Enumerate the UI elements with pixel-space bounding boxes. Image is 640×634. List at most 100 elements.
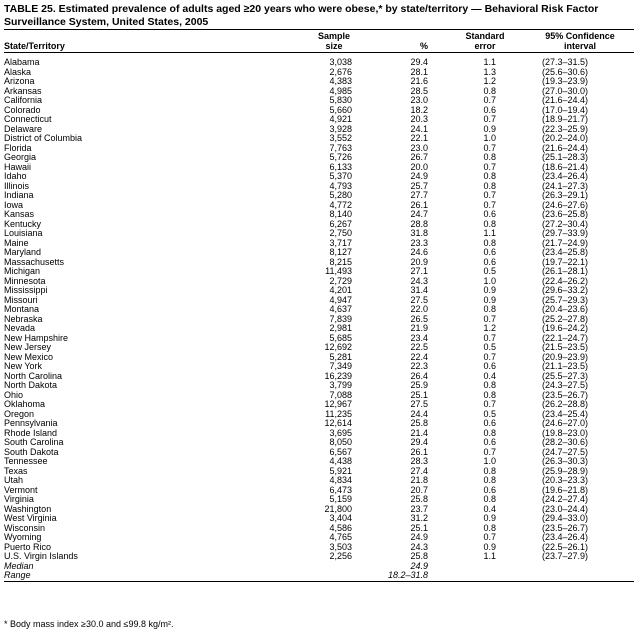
table-cell xyxy=(432,562,496,572)
table-cell: 0.5 xyxy=(483,408,496,419)
table-cell: Maryland xyxy=(4,247,42,257)
table-cell: 1.2 xyxy=(483,323,496,333)
table-cell: Nebraska xyxy=(4,313,43,324)
table-cell: Tennessee xyxy=(4,456,48,466)
table-cell: 1.1 xyxy=(483,228,496,238)
table-cell: (27.2–30.4) xyxy=(541,218,589,229)
table-cell: 0.8 xyxy=(483,152,496,162)
table-cell: Wisconsin xyxy=(4,522,46,533)
table-cell: 0.9 xyxy=(483,294,496,305)
column-header: State/Territory xyxy=(4,29,284,53)
table-cell: (25.6–30.6) xyxy=(541,66,589,77)
table-cell: (24.1–27.3) xyxy=(541,180,589,191)
table-cell: 0.8 xyxy=(483,171,496,181)
table-cell: 5,280 xyxy=(329,190,352,200)
table-cell: 5,370 xyxy=(329,171,352,181)
table-cell: Rhode Island xyxy=(4,427,58,438)
table-cell: 22.3 xyxy=(410,361,428,371)
table-cell: Virginia xyxy=(4,494,34,504)
table-row: North Dakota 3,799 25.9 0.8 (24.3–27.5) xyxy=(4,380,634,391)
table-cell: 27.7 xyxy=(410,190,428,200)
table-cell: (23.4–25.8) xyxy=(541,247,589,257)
table-cell: (25.9–28.9) xyxy=(541,465,589,476)
table-cell: 0.9 xyxy=(483,513,496,523)
table-cell: 1.2 xyxy=(483,76,496,86)
table-cell: Oklahoma xyxy=(4,399,46,409)
table-cell: (26.2–28.8) xyxy=(541,399,589,409)
table-cell: 26.5 xyxy=(410,313,428,324)
table-cell: (23.6–25.8) xyxy=(541,209,589,219)
table-cell: 25.7 xyxy=(410,180,428,191)
table-cell: Colorado xyxy=(4,104,41,115)
table-row: Nebraska 7,839 26.5 0.7 (25.2–27.8) xyxy=(4,313,634,325)
table-cell: (25.7–29.3) xyxy=(541,294,589,305)
table-cell: 0.6 xyxy=(483,418,496,428)
table-cell: Louisiana xyxy=(4,228,43,238)
table-row: Nevada 2,981 21.9 1.2 (19.6–24.2) xyxy=(4,323,634,334)
table-cell: 0.6 xyxy=(483,247,496,257)
table-cell: 0.8 xyxy=(483,465,496,476)
table-cell: 21.9 xyxy=(410,323,428,333)
table-cell: (29.7–33.9) xyxy=(541,228,589,238)
table-cell: Massachusetts xyxy=(4,256,65,267)
table-cell: (20.9–23.9) xyxy=(541,351,589,362)
table-cell: 29.4 xyxy=(410,57,428,67)
table-cell: (23.5–26.7) xyxy=(541,522,589,533)
table-row: Iowa 4,772 26.1 0.7 (24.6–27.6) xyxy=(4,199,634,211)
table-cell: 0.8 xyxy=(483,494,496,504)
table-cell: 4,438 xyxy=(329,456,352,466)
table-cell: 31.2 xyxy=(410,513,428,523)
table-cell: 0.8 xyxy=(483,380,496,390)
table-cell: 20.9 xyxy=(410,256,428,267)
table-row: Michigan 11,493 27.1 0.5 (26.1–28.1) xyxy=(4,266,634,277)
table-cell: 11,235 xyxy=(325,408,352,419)
table-cell: 5,726 xyxy=(329,152,352,162)
table-cell: 4,586 xyxy=(329,522,352,533)
table-cell: 23.3 xyxy=(410,237,428,248)
table-cell: (23.0–24.4) xyxy=(541,503,589,514)
table-cell: 0.8 xyxy=(483,522,496,533)
table-cell: North Dakota xyxy=(4,380,58,390)
table-cell: 0.8 xyxy=(483,85,496,96)
table-cell: 21,800 xyxy=(324,503,352,514)
table-row: Montana 4,637 22.0 0.8 (20.4–23.6) xyxy=(4,304,634,315)
table-cell: 3,928 xyxy=(329,123,352,134)
table-cell: 23.0 xyxy=(410,95,428,105)
table-cell: 25.1 xyxy=(410,389,428,400)
table-cell: 0.4 xyxy=(483,503,496,514)
table-cell: 0.8 xyxy=(483,180,496,191)
table-cell: (22.5–26.1) xyxy=(541,541,589,552)
table-cell: 0.9 xyxy=(483,541,496,552)
table-cell: Alaska xyxy=(4,66,32,77)
table-cell: (19.7–22.1) xyxy=(541,256,589,267)
table-cell: Alabama xyxy=(4,57,40,67)
header-text: State/Territory xyxy=(4,41,65,51)
table-cell: (24.6–27.6) xyxy=(541,199,589,210)
table-row: Pennsylvania 12,614 25.8 0.6 (24.6–27.0) xyxy=(4,418,634,429)
table-header: State/Territory Sample size % Standard e… xyxy=(4,29,634,53)
table-cell: 1.0 xyxy=(483,456,496,466)
table-cell: U.S. Virgin Islands xyxy=(4,551,78,561)
table-cell: Oregon xyxy=(4,408,35,419)
table-row: Kansas 8,140 24.7 0.6 (23.6–25.8) xyxy=(4,209,634,220)
table-cell: (21.1–23.5) xyxy=(541,361,589,371)
table-cell: 4,765 xyxy=(329,532,352,542)
table-cell: Kentucky xyxy=(4,218,42,229)
table-cell: 28.5 xyxy=(410,85,428,96)
table-cell: 23.0 xyxy=(410,142,428,153)
table-cell: 3,695 xyxy=(329,427,352,438)
table-cell: 28.1 xyxy=(410,66,428,77)
table-row: Maryland 8,127 24.6 0.6 (23.4–25.8) xyxy=(4,247,634,258)
table-row: U.S. Virgin Islands 2,256 25.8 1.1 (23.7–27.… xyxy=(4,551,634,562)
column-header: Sample size xyxy=(284,29,352,53)
table-row: Connecticut 4,921 20.3 0.7 (18.9–21.7) xyxy=(4,114,634,125)
table-cell: 31.8 xyxy=(410,228,428,238)
table-cell: 0.6 xyxy=(483,104,496,115)
table-cell: 0.8 xyxy=(483,389,496,400)
table-cell: Illinois xyxy=(4,180,30,191)
table-cell: 0.7 xyxy=(483,114,496,124)
table-cell: Missouri xyxy=(4,294,38,305)
table-cell: 0.7 xyxy=(483,190,496,200)
table-cell: Delaware xyxy=(4,123,43,134)
table-cell: (18.9–21.7) xyxy=(541,114,589,124)
